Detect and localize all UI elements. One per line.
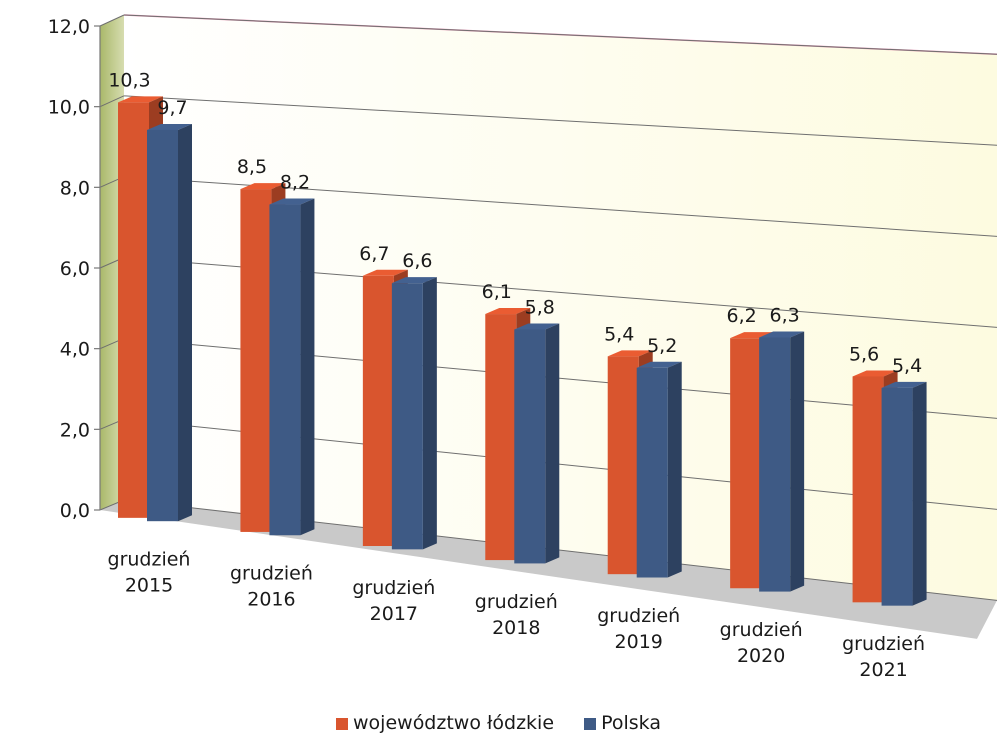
bar-top [485,308,531,315]
y-tick-label: 6,0 [60,258,90,280]
data-label: 5,4 [892,355,922,377]
y-tick-label: 8,0 [60,177,90,199]
x-tick-label: grudzień 2018 [475,591,558,639]
bar-front [240,189,272,532]
y-tick-label: 12,0 [48,16,90,38]
legend-item-polska: Polska [584,712,661,734]
bar-top [240,183,286,190]
y-tick-label: 10,0 [48,97,90,119]
data-labels: 10,3 9,7 8,5 8,2 6,7 6,6 6,1 5,8 5,4 5,2 6,2 6,3 5,6… [108,69,922,376]
bar-front [881,387,913,606]
data-label: 5,6 [849,343,879,365]
floor [100,500,997,639]
data-label: 6,3 [770,304,800,326]
bar-polska [391,277,437,550]
bar-top [852,370,898,377]
bar-side [912,381,927,606]
bar-top [118,96,163,103]
data-label: 9,7 [157,97,187,119]
bar-polska [514,323,560,564]
y-axis: 0,0 2,0 4,0 6,0 8,0 10,0 12,0 [48,16,101,522]
x-tick-label: grudzień 2015 [108,549,191,597]
bar-front [514,329,546,564]
bar-polska [147,123,192,522]
bar-front [147,129,178,522]
gridline-side [99,95,125,108]
data-label: 8,5 [237,156,267,178]
bar-top [391,277,437,284]
x-tick-label: grudzień 2021 [842,633,925,681]
legend-label-lodzkie: województwo łódzkie [353,712,555,734]
legend-item-lodzkie: województwo łódzkie [336,712,554,734]
bar-front [730,338,762,589]
bar-side [178,123,192,522]
bar-polska [636,361,682,578]
bar-polska [269,198,315,536]
x-tick-label: grudzień 2020 [720,619,803,667]
bar-polska [881,381,927,606]
legend-label-polska: Polska [601,712,661,734]
x-tick-label: grudzień 2017 [352,577,435,625]
bar-front [269,204,301,536]
data-label: 8,2 [280,172,310,194]
data-label: 6,6 [402,250,432,272]
data-label: 5,8 [525,296,555,318]
bar-front [362,275,394,547]
bar-front [636,367,668,578]
bar-top [362,269,408,276]
x-tick-label: grudzień 2019 [597,605,680,653]
data-label: 6,2 [727,305,757,327]
bar-front [391,283,423,550]
data-label: 6,7 [359,243,389,265]
bar-top [759,331,805,338]
data-label: 5,2 [647,335,677,357]
y-tick-label: 0,0 [60,500,90,522]
bar-side [300,198,315,536]
bar-side [790,331,805,592]
bar-side [545,323,560,564]
y-tick-label: 4,0 [60,339,90,361]
bar-front [607,356,639,575]
data-label: 10,3 [108,69,150,91]
bar-front [852,376,884,603]
bar-side [422,277,437,550]
data-label: 5,4 [604,323,634,345]
data-label: 6,1 [482,281,512,303]
bar-top [147,123,192,130]
gridline [123,14,997,55]
legend: województwo łódzkie Polska [0,712,997,734]
bar-top [269,198,315,205]
bar-top [607,350,653,357]
bar-front [485,314,517,561]
legend-swatch-polska [584,717,597,730]
y-tick-label: 2,0 [60,419,90,441]
bars [118,96,927,606]
bar-top [881,381,927,388]
bar-front [118,102,149,518]
x-tick-label: grudzień 2016 [230,563,313,611]
bar-top [514,323,560,330]
bar-polska [759,331,805,592]
x-axis: grudzień 2015 grudzień 2016 grudzień 2017 grud… [108,549,926,681]
bar-front [759,337,791,592]
bar-side [667,361,682,578]
gridline [123,95,997,146]
legend-swatch-lodzkie [336,717,349,730]
gridline-side [99,14,125,27]
bar-top [636,361,682,368]
